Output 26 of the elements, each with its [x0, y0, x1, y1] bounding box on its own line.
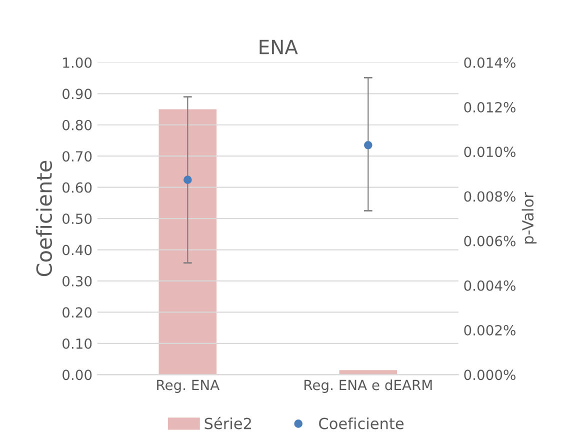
y-tick-label: 0.80	[62, 120, 92, 130]
y2-tick-label: 0.006%	[464, 236, 516, 246]
y-tick-label: 0.40	[62, 244, 92, 256]
x-tick-label: Reg. ENA	[157, 380, 220, 393]
legend-label: Coeficiente	[319, 417, 404, 430]
y2-tick-label: 0.012%	[464, 102, 516, 113]
y-tick-label: 0.20	[62, 307, 92, 318]
y2-tick-label: 0.004%	[464, 280, 516, 291]
y-tick-label: 0.70	[62, 151, 92, 162]
y2-tick-label: 0.002%	[464, 325, 516, 336]
y2-tick-label: 0.014%	[464, 57, 516, 68]
y-axis-title: Coeficiente	[36, 160, 52, 276]
y-tick-label: 0.30	[62, 276, 92, 286]
y-tick-label: 0.00	[62, 370, 92, 380]
y-tick-label: 0.10	[62, 338, 92, 349]
y2-tick-label: 0.008%	[464, 191, 516, 202]
y2-tick-label: 0.000%	[464, 370, 516, 380]
legend-label: Série2	[204, 416, 251, 430]
y-tick-label: 1.00	[63, 57, 92, 68]
y-tick-label: 0.60	[62, 182, 92, 193]
y-tick-label: 0.90	[62, 88, 92, 100]
y-tick-label: 0.50	[62, 214, 92, 224]
x-tick-label: Reg. ENA e dEARM	[304, 380, 432, 393]
y2-tick-label: 0.010%	[464, 146, 516, 158]
y2-axis-title: p-Valor	[522, 192, 537, 244]
chart-title: ENA	[260, 40, 298, 54]
